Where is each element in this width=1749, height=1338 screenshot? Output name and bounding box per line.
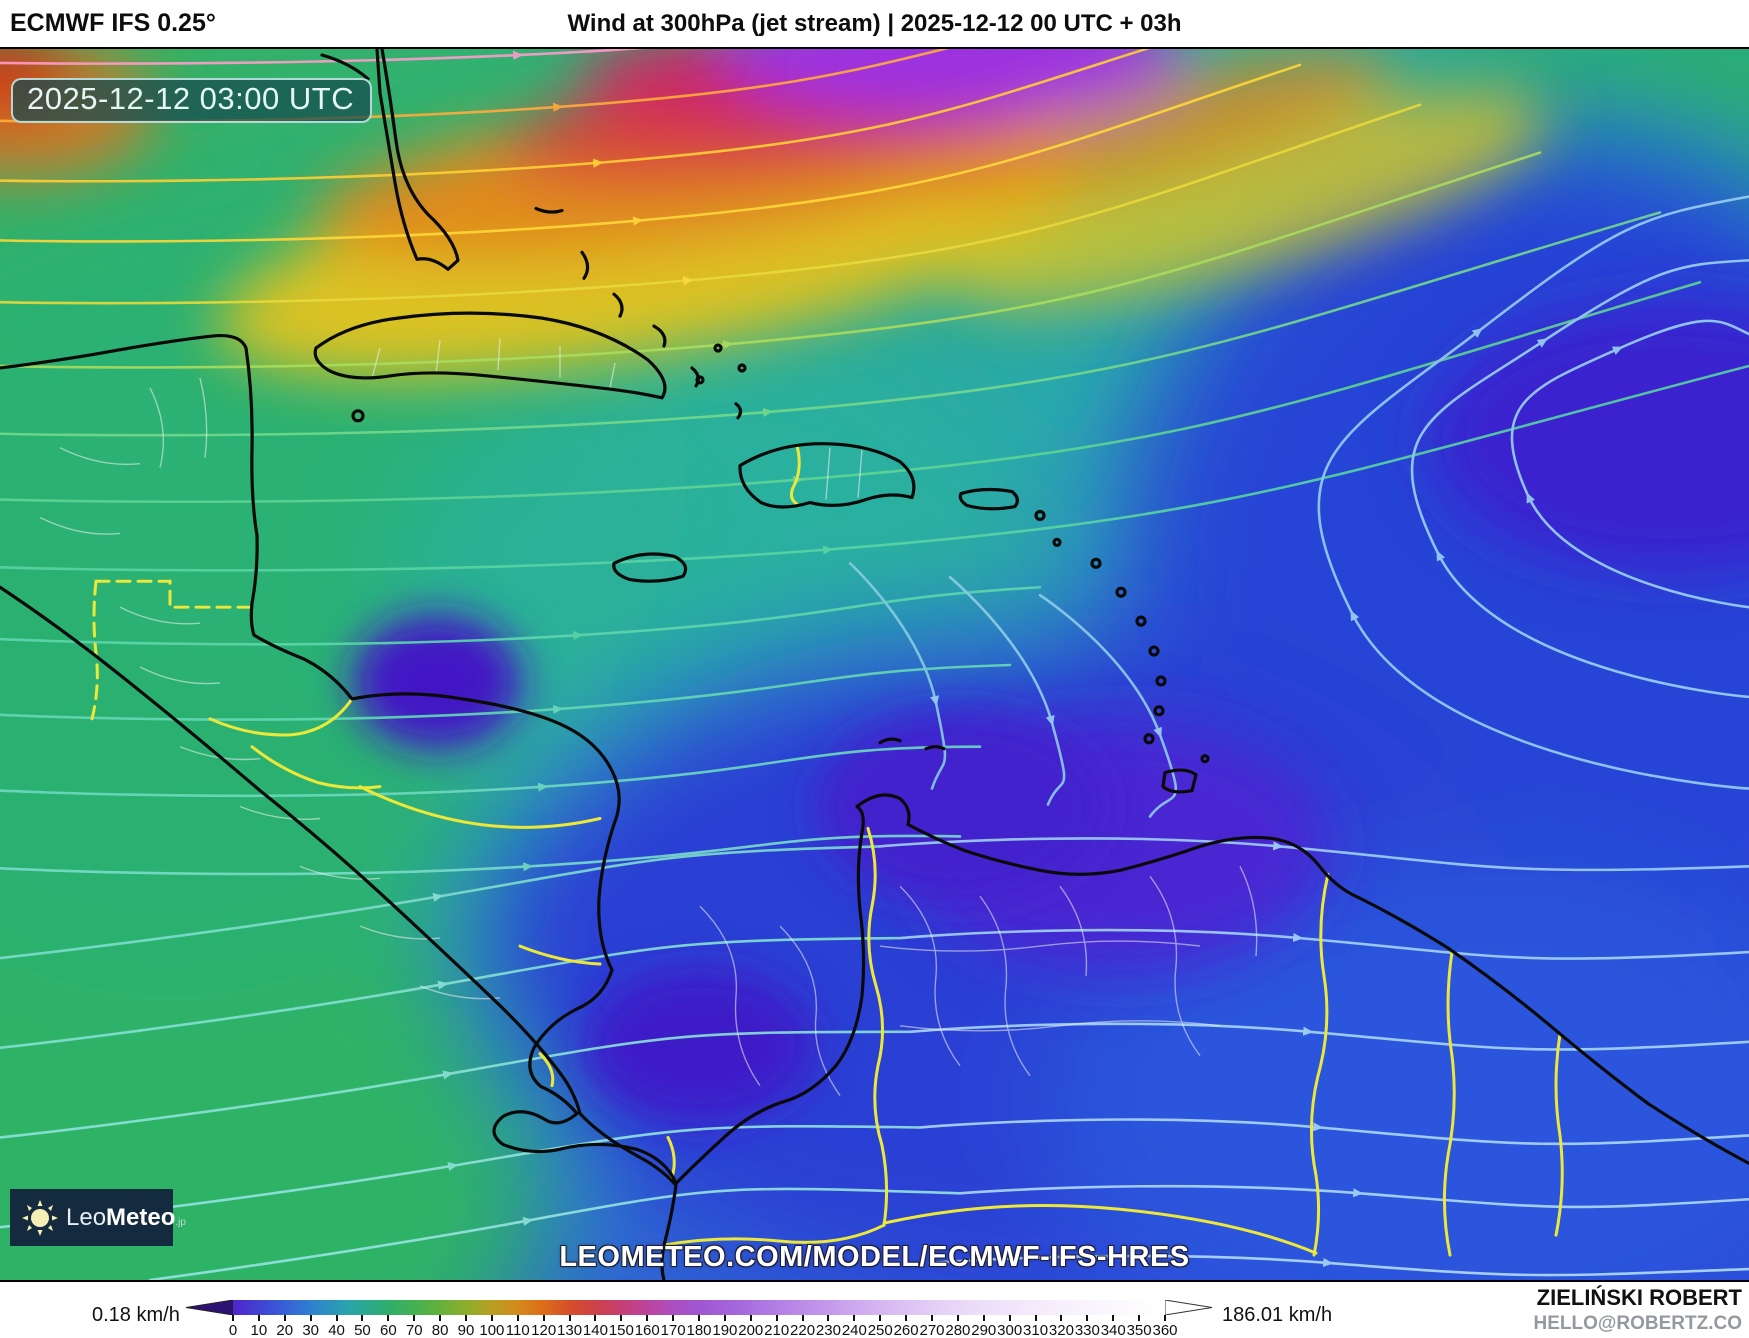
- header: ECMWF IFS 0.25° Wind at 300hPa (jet stre…: [0, 0, 1749, 47]
- watermark-url: LEOMETEO.COM/MODEL/ECMWF-IFS-HRES: [559, 1241, 1190, 1273]
- coastlines: [0, 49, 1749, 1280]
- wind-map: 2025-12-12 03:00 UTC LeoMeteo.jp LEOMETE…: [0, 47, 1749, 1282]
- colorbar-left-arrow: [185, 1300, 233, 1315]
- logo-text-suffix: .jp: [175, 1216, 186, 1228]
- sun-icon: [22, 1199, 58, 1236]
- legend-min-label: 0.18 km/h: [92, 1304, 180, 1326]
- colorbar-ticks: 0 10 20 30 40 50 60 70 80 90 100 110 120 130 140 150 160…: [229, 1315, 1178, 1338]
- leometeo-logo: LeoMeteo.jp: [10, 1189, 186, 1246]
- author-name: ZIELIŃSKI ROBERT: [1536, 1285, 1742, 1310]
- field-blobs-small: [352, 614, 1105, 1124]
- wind-field-svg: [0, 49, 1749, 1280]
- logo-text: LeoMeteo.jp: [66, 1204, 186, 1232]
- colorbar: [233, 1300, 1165, 1315]
- author-contact: HELLO@ROBERTZ.CO: [1533, 1313, 1742, 1334]
- legend-footer: 0.18 km/h 0 10 20 30 40 50 60 70 80 90 100 110 120 13…: [0, 1282, 1749, 1338]
- country-borders: [90, 444, 1564, 1257]
- logo-text-light: Leo: [66, 1203, 107, 1231]
- attribution: ZIELIŃSKI ROBERT HELLO@ROBERTZ.CO: [1533, 1285, 1742, 1335]
- map-title: Wind at 300hPa (jet stream) | 2025-12-12…: [567, 10, 1182, 37]
- logo-text-bold: Meteo: [106, 1203, 176, 1231]
- timestamp-badge: 2025-12-12 03:00 UTC: [11, 78, 373, 123]
- model-label: ECMWF IFS 0.25°: [10, 9, 216, 37]
- legend-max-label: 186.01 km/h: [1222, 1304, 1333, 1326]
- colorbar-right-arrow: [1165, 1300, 1213, 1315]
- admin-borders: [39, 338, 1258, 1096]
